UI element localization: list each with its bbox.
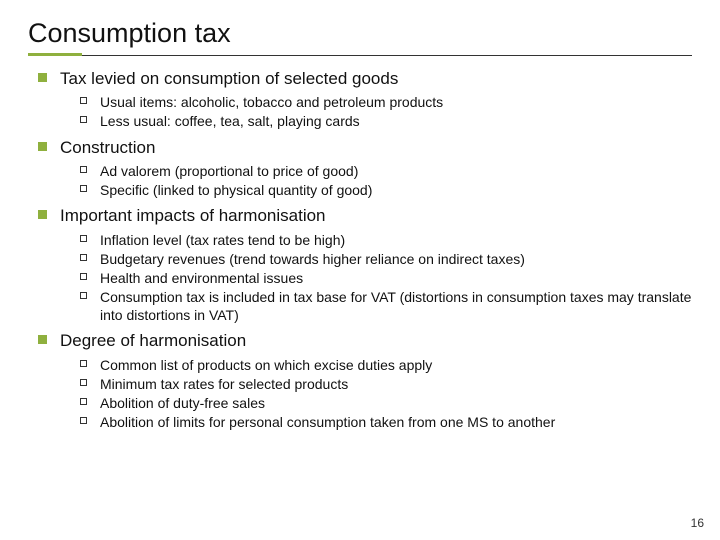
square-bullet-icon (38, 73, 47, 82)
section-heading: Tax levied on consumption of selected go… (60, 68, 692, 89)
item-text: Consumption tax is included in tax base … (100, 288, 692, 324)
section-1: Construction Ad valorem (proportional to… (34, 137, 692, 200)
section-3: Degree of harmonisation Common list of p… (34, 330, 692, 431)
hollow-square-icon (80, 292, 87, 299)
page-number: 16 (691, 516, 704, 530)
square-bullet-icon (38, 210, 47, 219)
bullet-list-level2: Ad valorem (proportional to price of goo… (78, 162, 692, 199)
hollow-square-icon (80, 185, 87, 192)
hollow-square-icon (80, 398, 87, 405)
hollow-square-icon (80, 254, 87, 261)
list-item: Abolition of duty-free sales (78, 394, 692, 412)
hollow-square-icon (80, 166, 87, 173)
item-text: Budgetary revenues (trend towards higher… (100, 250, 692, 268)
section-2: Important impacts of harmonisation Infla… (34, 205, 692, 324)
list-item: Minimum tax rates for selected products (78, 375, 692, 393)
item-text: Abolition of limits for personal consump… (100, 413, 692, 431)
section-heading: Degree of harmonisation (60, 330, 692, 351)
item-text: Abolition of duty-free sales (100, 394, 692, 412)
bullet-list-level1: Tax levied on consumption of selected go… (34, 68, 692, 431)
list-item: Usual items: alcoholic, tobacco and petr… (78, 93, 692, 111)
item-text: Less usual: coffee, tea, salt, playing c… (100, 112, 692, 130)
section-heading: Important impacts of harmonisation (60, 205, 692, 226)
list-item: Consumption tax is included in tax base … (78, 288, 692, 324)
hollow-square-icon (80, 417, 87, 424)
item-text: Health and environmental issues (100, 269, 692, 287)
item-text: Common list of products on which excise … (100, 356, 692, 374)
hollow-square-icon (80, 97, 87, 104)
hollow-square-icon (80, 273, 87, 280)
title-accent-bar (28, 53, 82, 56)
title-container: Consumption tax (28, 18, 692, 56)
hollow-square-icon (80, 379, 87, 386)
item-text: Minimum tax rates for selected products (100, 375, 692, 393)
section-0: Tax levied on consumption of selected go… (34, 68, 692, 131)
list-item: Inflation level (tax rates tend to be hi… (78, 231, 692, 249)
list-item: Health and environmental issues (78, 269, 692, 287)
list-item: Ad valorem (proportional to price of goo… (78, 162, 692, 180)
hollow-square-icon (80, 116, 87, 123)
hollow-square-icon (80, 360, 87, 367)
item-text: Inflation level (tax rates tend to be hi… (100, 231, 692, 249)
list-item: Specific (linked to physical quantity of… (78, 181, 692, 199)
item-text: Ad valorem (proportional to price of goo… (100, 162, 692, 180)
square-bullet-icon (38, 142, 47, 151)
bullet-list-level2: Common list of products on which excise … (78, 356, 692, 432)
list-item: Common list of products on which excise … (78, 356, 692, 374)
section-heading: Construction (60, 137, 692, 158)
item-text: Usual items: alcoholic, tobacco and petr… (100, 93, 692, 111)
list-item: Less usual: coffee, tea, salt, playing c… (78, 112, 692, 130)
list-item: Budgetary revenues (trend towards higher… (78, 250, 692, 268)
slide-title: Consumption tax (28, 18, 692, 49)
list-item: Abolition of limits for personal consump… (78, 413, 692, 431)
bullet-list-level2: Inflation level (tax rates tend to be hi… (78, 231, 692, 325)
bullet-list-level2: Usual items: alcoholic, tobacco and petr… (78, 93, 692, 130)
hollow-square-icon (80, 235, 87, 242)
square-bullet-icon (38, 335, 47, 344)
item-text: Specific (linked to physical quantity of… (100, 181, 692, 199)
